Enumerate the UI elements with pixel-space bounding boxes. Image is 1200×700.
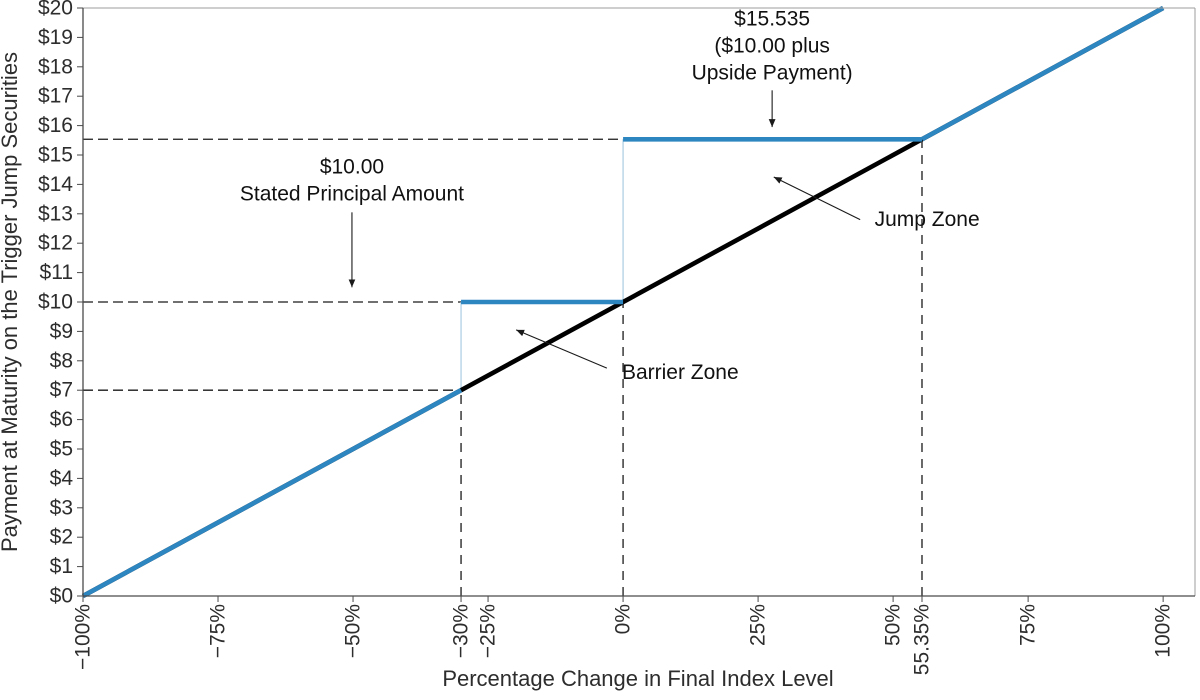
y-tick-label: $20 [38,0,73,20]
y-tick-label: $10 [38,291,73,314]
y-tick-label: $14 [38,173,73,196]
x-tick-label: 25% [747,604,770,646]
x-tick-label: −100% [72,604,95,670]
x-axis-title: Percentage Change in Final Index Level [442,666,833,691]
y-tick-label: $2 [50,526,73,549]
annotation-barrier-zone-arrow [515,329,608,369]
y-tick-label: $16 [38,114,73,137]
y-tick-label: $7 [50,379,73,402]
y-tick-label: $12 [38,232,73,255]
ticks-group [77,7,1164,602]
series-group [81,5,1165,599]
x-tick-label: −75% [207,604,230,658]
annotation-upside-payment-text: Upside Payment) [692,61,853,84]
tick-labels-group: $0 $1 $2 $3 $4 $5 $6 $7 $8 $9 $10 $11 $12 $13 $14 $15 $1… [38,0,1175,675]
x-tick-label: 0% [612,604,635,634]
y-tick-label: $0 [50,585,73,608]
annotation-upside-payment-text: $15.535 [734,7,810,30]
x-tick-label: −50% [342,604,365,658]
x-tick-label: −30% [450,604,473,658]
y-tick-label: $17 [38,85,73,108]
y-tick-label: $18 [38,55,73,78]
x-tick-label: 100% [1152,604,1175,658]
y-axis-title: Payment at Maturity on the Trigger Jump … [0,52,22,552]
annotation-stated-principal-text: $10.00 [320,155,384,178]
annotation-stated-principal-text: Stated Principal Amount [240,182,464,205]
x-tick-label: −25% [477,604,500,658]
y-tick-label: $4 [50,467,74,490]
y-tick-label: $19 [38,26,73,49]
y-tick-label: $11 [40,261,73,284]
guides-group [83,138,923,596]
x-tick-label: 75% [1017,604,1040,646]
x-tick-label: 50% [882,604,905,646]
y-tick-label: $8 [50,349,73,372]
y-tick-label: $1 [50,555,73,578]
annotation-jump-zone-arrow [773,176,861,221]
y-tick-label: $3 [50,496,73,519]
frame-group [82,7,1196,597]
y-tick-label: $15 [38,144,73,167]
y-tick-label: $13 [38,202,73,225]
annotation-barrier-zone-text: Barrier Zone [622,361,739,384]
y-tick-label: $9 [50,320,73,343]
annotation-jump-zone-text: Jump Zone [875,208,980,231]
connectors-group [460,139,624,391]
x-tick-label: 55.35% [910,604,933,675]
payoff-line [81,388,463,599]
y-tick-label: $5 [50,438,73,461]
y-tick-label: $6 [50,408,73,431]
annotations-group: $15.535 ($10.00 plus Upside Payment) $10.00… [240,7,980,384]
annotation-upside-payment-text: ($10.00 plus [714,34,830,57]
payoff-line [920,5,1165,142]
